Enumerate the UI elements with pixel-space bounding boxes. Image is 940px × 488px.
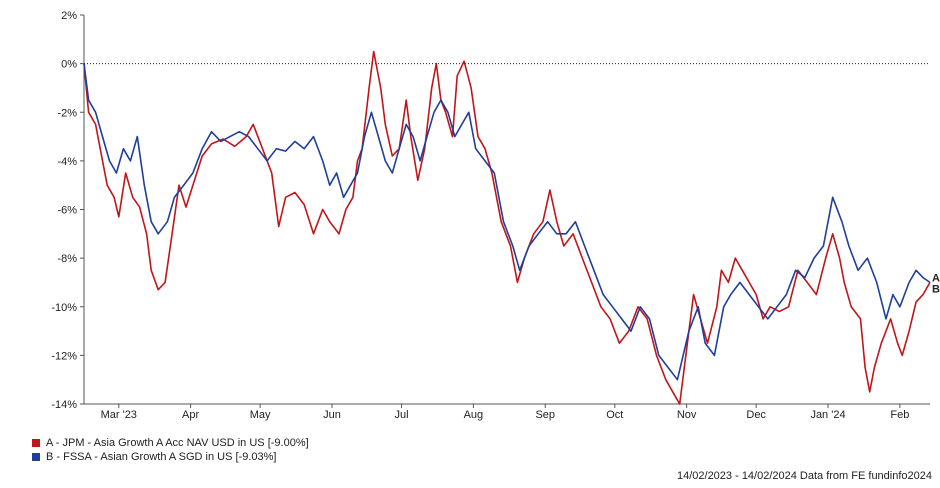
y-axis: 2% 0% -2% -4% -6% -8% -10% -12% -14% (51, 10, 84, 411)
end-label-a: A (932, 272, 940, 284)
legend-swatch-b (32, 453, 40, 461)
x-tick-label: Nov (677, 409, 697, 421)
y-tick-label: -2% (57, 107, 77, 119)
legend-swatch-a (32, 439, 40, 447)
y-tick-label: -10% (51, 302, 77, 314)
legend-item-b[interactable]: B - FSSA - Asian Growth A SGD in US [-9.… (32, 450, 309, 464)
x-axis: Mar '23 Apr May Jun Jul Aug Sep Oct Nov Dec Jan '2… (101, 404, 909, 421)
y-tick-label: -12% (51, 350, 77, 362)
y-tick-label: 0% (61, 59, 77, 71)
y-tick-label: -8% (57, 253, 77, 265)
x-tick-label: Oct (606, 409, 623, 421)
y-tick-label: 2% (61, 10, 77, 22)
footer-date-range: 14/02/2023 - 14/02/2024 Data from FE fun… (676, 470, 932, 482)
x-tick-label: Jan '24 (810, 409, 845, 421)
line-chart: 2%0%-2%-4%-6%-8%-10%-12%-14% Mar '23 Apr M… (51, 10, 940, 421)
legend-label-a: A - JPM - Asia Growth A Acc NAV USD in U… (46, 437, 309, 449)
x-tick-label: Jun (323, 409, 341, 421)
x-tick-label: Dec (746, 409, 766, 421)
y-tick-label: -6% (57, 205, 77, 217)
x-tick-label: May (250, 409, 271, 421)
legend-item-a[interactable]: A - JPM - Asia Growth A Acc NAV USD in U… (32, 436, 309, 450)
x-tick-label: Mar '23 (101, 409, 137, 421)
plot-frame (83, 15, 930, 405)
series-line-a (83, 50, 931, 405)
x-tick-label: Sep (535, 409, 555, 421)
x-tick-label: Jul (395, 409, 409, 421)
legend: A - JPM - Asia Growth A Acc NAV USD in U… (32, 436, 309, 464)
series-line-b (83, 63, 931, 381)
end-label-b: B (932, 283, 940, 295)
series-lines (83, 50, 931, 405)
end-labels: AB (932, 272, 940, 295)
x-tick-label: Feb (890, 409, 909, 421)
x-tick-label: Aug (464, 409, 484, 421)
x-tick-label: Apr (182, 409, 199, 421)
y-tick-label: -4% (57, 156, 77, 168)
y-tick-label: -14% (51, 399, 77, 411)
legend-label-b: B - FSSA - Asian Growth A SGD in US [-9.… (46, 451, 277, 463)
